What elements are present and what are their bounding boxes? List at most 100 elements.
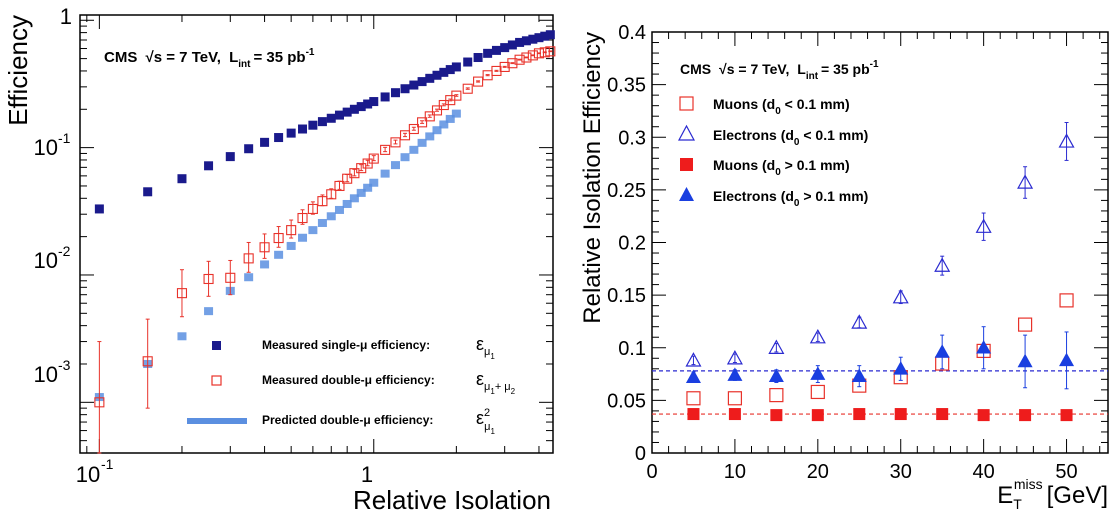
muon-d0-gt-point (936, 408, 949, 421)
single-mu-point (491, 45, 501, 55)
right-xtick-label: 0 (646, 461, 657, 483)
legend-marker-open-square (211, 375, 222, 386)
electron-d0-lt-point (1058, 133, 1075, 148)
legend-marker-filled-triangle (679, 187, 694, 201)
single-mu-point (369, 97, 379, 107)
left-cms-label: CMS √s = 7 TeV, Lint = 35 pb-1 (104, 47, 315, 70)
predicted-double-mu-point (349, 194, 359, 203)
electron-d0-lt-point (726, 350, 743, 365)
double-mu-point (334, 180, 345, 192)
predicted-double-mu-point (425, 132, 435, 141)
electron-d0-gt-point (893, 361, 909, 375)
electron-d0-gt-point (727, 367, 743, 381)
double-mu-point (94, 397, 105, 408)
svg-text:Measured double-μ efficiency:: Measured double-μ efficiency: (262, 373, 435, 387)
left-legend-entry-single: Measured single-μ efficiency: εμ1 (212, 334, 495, 361)
right-xtick-label: 40 (973, 461, 995, 483)
electron-d0-gt-point (1059, 352, 1075, 367)
double-mu-point (297, 212, 308, 224)
left-ytick-label-0.001: 10 -3 (34, 357, 71, 387)
predicted-double-mu-point (308, 226, 318, 235)
double-mu-point (521, 52, 532, 63)
muon-d0-gt-point (853, 408, 866, 421)
muon-d0-lt-point (686, 391, 701, 406)
electron-d0-lt-point (934, 257, 951, 272)
double-mu-point (273, 232, 284, 244)
single-mu-point (260, 137, 270, 147)
right-x-tick-labels: 0 10 20 30 40 50 (646, 461, 1077, 483)
left-y-axis-title: Efficiency (3, 15, 33, 126)
legend-marker-filled-square (680, 158, 693, 171)
double-mu-point (368, 153, 379, 164)
double-mu-point (399, 130, 411, 141)
single-mu-point (380, 92, 390, 102)
double-mu-point (533, 48, 545, 59)
double-mu-point (176, 288, 188, 299)
double-mu-point (527, 50, 538, 61)
right-xtick-label: 50 (1055, 461, 1077, 483)
predicted-double-mu-point (445, 114, 455, 123)
double-mu-point (342, 173, 353, 184)
svg-text:-2: -2 (58, 243, 71, 259)
left-xtick-label-0.1: 10 -1 (76, 456, 114, 487)
predicted-double-mu-point (298, 233, 308, 242)
right-legend-entry-muons-lt: Muons (d0 < 0.1 mm) (679, 96, 850, 117)
electron-d0-gt-point (976, 340, 992, 354)
predicted-double-mu-point (432, 126, 442, 135)
single-mu-point (298, 124, 308, 134)
svg-text:Electrons (d0 > 0.1 mm): Electrons (d0 > 0.1 mm) (713, 188, 868, 209)
double-mu-point (499, 61, 510, 72)
single-mu-point (400, 84, 410, 94)
muon-d0-lt-point (1017, 317, 1033, 332)
predicted-double-mu-point (260, 260, 270, 269)
left-plot-frame (79, 14, 554, 454)
left-legend-entry-double: Measured double-μ efficiency: εμ1+ μ2 (211, 369, 516, 396)
left-axis-ticks (80, 15, 553, 454)
predicted-double-mu-point (369, 178, 379, 187)
single-mu-point (521, 36, 531, 46)
right-x-axis-title: ETmiss [GeV] (997, 476, 1108, 512)
electron-d0-lt-point (768, 339, 785, 354)
double-mu-point (380, 144, 391, 155)
svg-text:Muons (d0 > 0.1 mm): Muons (d0 > 0.1 mm) (713, 157, 850, 178)
right-xtick-label: 10 (724, 461, 746, 483)
single-mu-point (409, 80, 419, 90)
double-mu-point (514, 54, 525, 65)
predicted-double-mu-point (439, 120, 449, 129)
right-reference-lines (652, 370, 1108, 415)
muon-d0-lt-point (1059, 293, 1074, 308)
double-mu-point (451, 90, 462, 101)
single-mu-point (425, 73, 435, 83)
right-cms-label: CMS √s = 7 TeV, Lint = 35 pb-1 (680, 59, 879, 82)
right-ytick-label: 0.05 (607, 390, 646, 412)
double-mu-point (390, 137, 401, 148)
legend-marker-open-square (679, 96, 694, 111)
predicted-double-mu-point (274, 250, 284, 259)
svg-text:10: 10 (34, 362, 58, 387)
right-legend-entry-muons-gt: Muons (d0 > 0.1 mm) (680, 157, 850, 178)
single-mu-point (439, 67, 449, 77)
single-mu-point (94, 204, 104, 214)
double-mu-point (473, 76, 484, 87)
right-ytick-label: 0.25 (607, 180, 646, 202)
predicted-double-mu-point (380, 169, 390, 178)
legend-marker-filled-square (212, 341, 221, 350)
right-ytick-label: 0.3 (618, 127, 646, 149)
right-data-marks (685, 122, 1075, 422)
muon-d0-gt-point (1060, 409, 1073, 422)
single-mu-point (445, 65, 455, 75)
double-mu-point (243, 253, 254, 264)
right-ytick-label: 0.2 (618, 233, 646, 255)
predicted-double-mu-point (342, 199, 352, 208)
single-mu-point (225, 152, 235, 162)
svg-text:-1: -1 (101, 456, 114, 472)
double-mu-point (417, 117, 428, 128)
single-mu-point (308, 120, 318, 130)
left-xtick-label-1: 1 (361, 462, 373, 487)
electron-d0-lt-point (892, 288, 909, 304)
single-mu-point (528, 34, 538, 44)
double-mu-point (326, 189, 337, 200)
double-mu-point (225, 272, 236, 283)
electron-d0-gt-point (851, 368, 867, 382)
